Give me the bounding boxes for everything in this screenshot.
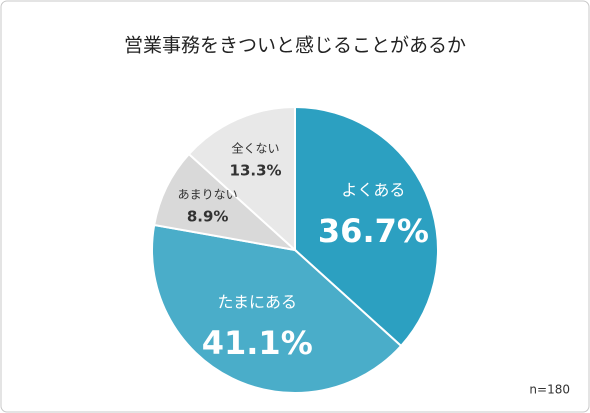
chart-title: 営業事務をきついと感じることがあるか (124, 35, 466, 57)
value-label: 13.3% (230, 162, 282, 180)
value-label: 41.1% (202, 324, 313, 362)
pie-slice (151, 223, 403, 394)
pie-slice (294, 105, 439, 348)
slice-label: 全くない (232, 141, 280, 156)
value-label: 36.7% (318, 212, 429, 250)
note: n=180 (529, 383, 570, 397)
slice-label: たまにある (217, 293, 297, 312)
pie-slice (153, 152, 299, 252)
value-label: 8.9% (187, 208, 229, 226)
slice-label: よくある (341, 181, 405, 200)
slice-label: あまりない (178, 188, 238, 202)
pie-slice (187, 105, 296, 253)
